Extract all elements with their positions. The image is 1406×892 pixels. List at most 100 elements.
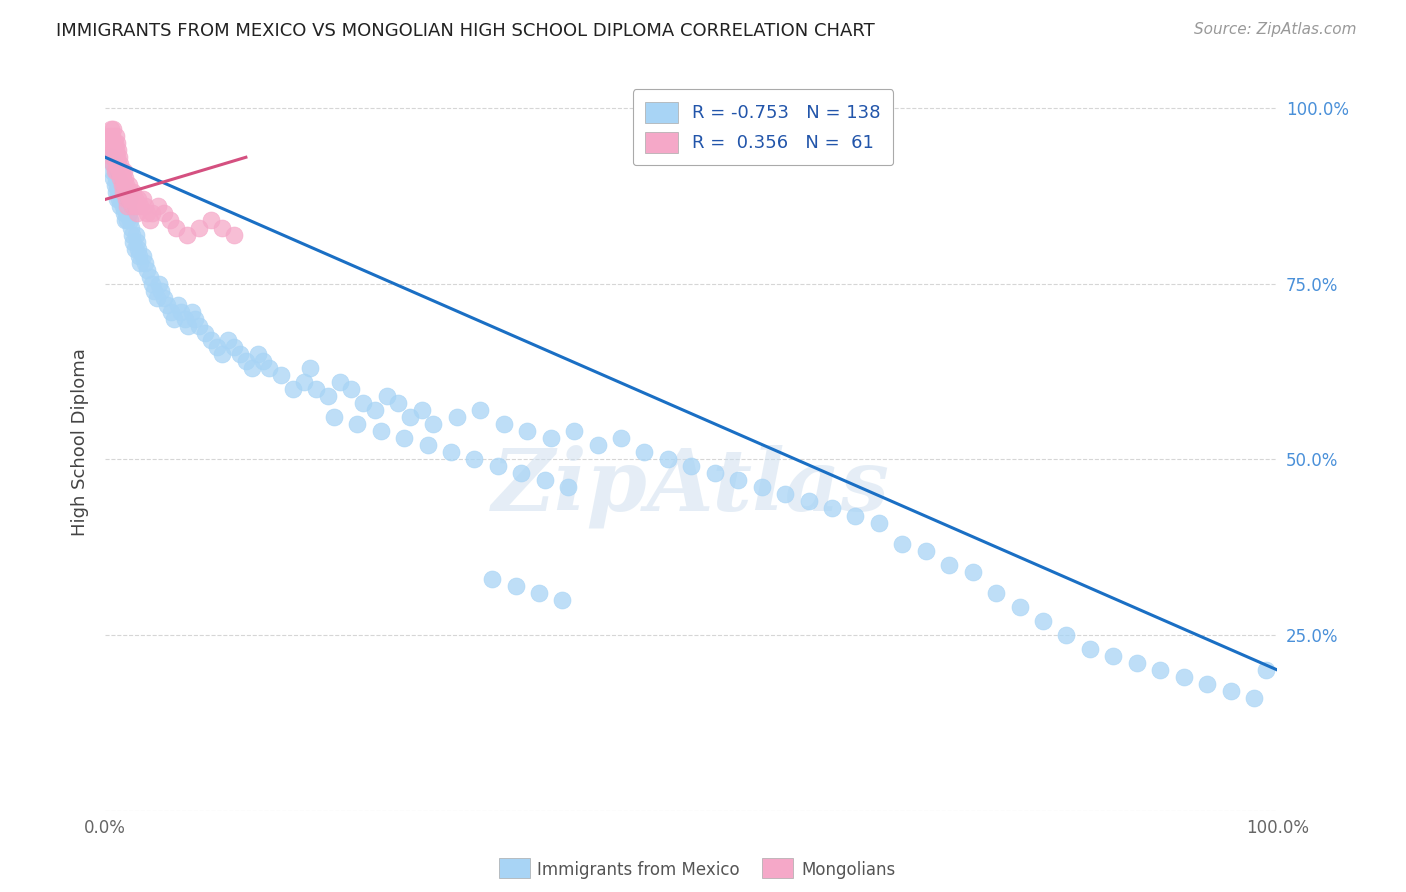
Point: [117, 186, 139, 200]
Point: [259, 361, 281, 376]
Point: [111, 178, 134, 193]
Point: [118, 193, 141, 207]
Text: IMMIGRANTS FROM MEXICO VS MONGOLIAN HIGH SCHOOL DIPLOMA CORRELATION CHART: IMMIGRANTS FROM MEXICO VS MONGOLIAN HIGH…: [56, 22, 875, 40]
Point: [205, 340, 228, 354]
Point: [163, 311, 186, 326]
Point: [115, 193, 138, 207]
Point: [914, 543, 936, 558]
Point: [891, 536, 914, 550]
Point: [329, 375, 352, 389]
Point: [125, 206, 148, 220]
Point: [1008, 599, 1031, 614]
Point: [103, 122, 125, 136]
Point: [128, 249, 150, 263]
Point: [773, 487, 796, 501]
Point: [115, 206, 138, 220]
Point: [118, 206, 141, 220]
Point: [104, 143, 127, 157]
Point: [120, 220, 142, 235]
Point: [510, 467, 533, 481]
Point: [111, 199, 134, 213]
Point: [103, 171, 125, 186]
Point: [115, 178, 138, 193]
Point: [533, 474, 555, 488]
Point: [104, 178, 127, 193]
Point: [117, 199, 139, 213]
Point: [117, 199, 139, 213]
Y-axis label: High School Diploma: High School Diploma: [72, 348, 89, 536]
Point: [125, 235, 148, 249]
Point: [1173, 670, 1195, 684]
Point: [107, 186, 129, 200]
Point: [153, 291, 176, 305]
Point: [141, 206, 163, 220]
Point: [299, 361, 322, 376]
Point: [481, 572, 503, 586]
Point: [229, 347, 252, 361]
Point: [121, 199, 143, 213]
Point: [188, 220, 211, 235]
Point: [105, 193, 128, 207]
Point: [422, 417, 444, 432]
Point: [340, 382, 363, 396]
Point: [104, 164, 127, 178]
Point: [751, 480, 773, 494]
Point: [446, 410, 468, 425]
Point: [375, 389, 398, 403]
Point: [387, 396, 409, 410]
Point: [139, 269, 162, 284]
Point: [114, 171, 136, 186]
Point: [703, 467, 725, 481]
Point: [633, 445, 655, 459]
Point: [165, 220, 187, 235]
Point: [107, 171, 129, 186]
Point: [108, 164, 131, 178]
Point: [681, 459, 703, 474]
Point: [141, 277, 163, 291]
Point: [108, 193, 131, 207]
Point: [111, 178, 134, 193]
Point: [235, 354, 257, 368]
Point: [305, 382, 328, 396]
Legend: R = -0.753   N = 138, R =  0.356   N =  61: R = -0.753 N = 138, R = 0.356 N = 61: [633, 89, 893, 165]
Point: [938, 558, 960, 572]
Point: [98, 136, 121, 151]
Point: [104, 129, 127, 144]
Point: [586, 438, 609, 452]
Point: [159, 213, 181, 227]
Point: [112, 193, 135, 207]
Point: [103, 157, 125, 171]
Point: [211, 347, 233, 361]
Point: [1032, 614, 1054, 628]
Point: [122, 235, 145, 249]
Point: [486, 459, 509, 474]
Point: [440, 445, 463, 459]
Text: Mongolians: Mongolians: [801, 861, 896, 879]
Point: [111, 186, 134, 200]
Point: [124, 193, 146, 207]
Point: [107, 143, 129, 157]
Point: [167, 298, 190, 312]
Point: [100, 143, 122, 157]
Point: [132, 193, 155, 207]
Point: [104, 186, 127, 200]
Point: [112, 164, 135, 178]
Point: [610, 431, 633, 445]
Point: [160, 305, 183, 319]
Point: [505, 579, 527, 593]
Point: [110, 186, 132, 200]
Point: [117, 213, 139, 227]
Point: [120, 193, 142, 207]
Point: [200, 213, 222, 227]
Point: [463, 452, 485, 467]
Point: [270, 368, 292, 382]
Point: [108, 178, 131, 193]
Point: [110, 199, 132, 213]
Point: [105, 164, 128, 178]
Point: [146, 291, 169, 305]
Point: [111, 171, 134, 186]
Point: [129, 199, 152, 213]
Point: [174, 311, 197, 326]
Point: [114, 199, 136, 213]
Point: [105, 178, 128, 193]
